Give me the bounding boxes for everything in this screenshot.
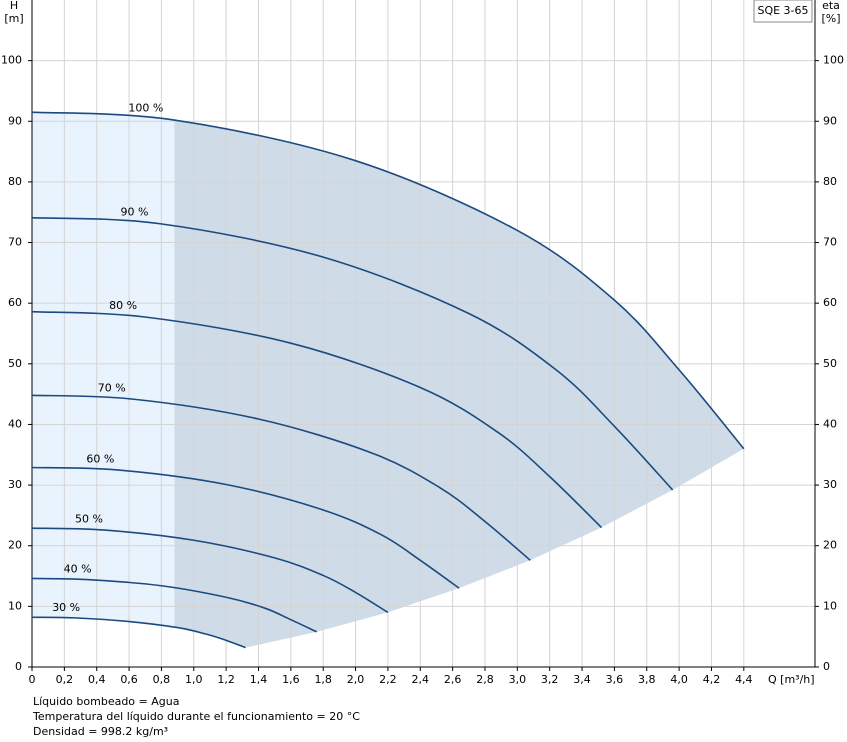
curve-label: 30 % xyxy=(52,601,80,614)
y2-tick-label: 30 xyxy=(823,478,837,491)
y-tick-label: 70 xyxy=(8,236,22,249)
text-layer: 0 0,2 0,4 0,6 0,8 1,0 1,2 1,4 1,6 1,8 2,0 2,2 2,4 2,6… xyxy=(1,54,844,686)
curve-label: 40 % xyxy=(64,562,92,575)
y-tick-label: 100 xyxy=(1,54,22,67)
note: Líquido bombeado = Agua xyxy=(33,695,179,708)
x-tick-label: 4,0 xyxy=(670,673,688,686)
pump-curve xyxy=(31,466,460,589)
legend-box xyxy=(753,0,813,23)
curve-label: 60 % xyxy=(86,452,114,465)
y-tick-label: 60 xyxy=(8,296,22,309)
x-tick-label: 0,2 xyxy=(56,673,74,686)
legend-label: SQE 3-65 xyxy=(757,4,808,17)
x-tick-label: 1,8 xyxy=(314,673,332,686)
note: Densidad = 998.2 kg/m³ xyxy=(33,725,168,738)
pump-curve xyxy=(31,216,674,491)
x-tick-label: 3,8 xyxy=(638,673,656,686)
x-tick-label: 3,2 xyxy=(541,673,559,686)
note: Temperatura del líquido durante el funci… xyxy=(32,710,360,723)
pump-curve xyxy=(31,394,531,561)
grid-layer xyxy=(28,0,819,671)
curve-label: 50 % xyxy=(75,513,103,526)
area-layer xyxy=(32,112,744,648)
x-tick-label: 2,4 xyxy=(412,673,430,686)
line-layer xyxy=(31,111,745,649)
y2-axis-title: eta xyxy=(822,0,840,12)
y2-tick-label: 20 xyxy=(823,539,837,552)
curve-label: 90 % xyxy=(121,206,149,219)
y-tick-label: 30 xyxy=(8,478,22,491)
y-tick-label: 10 xyxy=(8,599,22,612)
curve-label: 100 % xyxy=(128,101,163,114)
y-tick-label: 50 xyxy=(8,357,22,370)
x-tick-label: 0 xyxy=(29,673,36,686)
y2-axis-unit: [%] xyxy=(821,12,840,25)
y2-tick-label: 90 xyxy=(823,114,837,127)
x-tick-label: 2,6 xyxy=(444,673,462,686)
y-tick-label: 80 xyxy=(8,175,22,188)
pump-curve xyxy=(31,577,318,633)
x-tick-label: 2,8 xyxy=(476,673,494,686)
pump-curve xyxy=(31,111,745,450)
y-tick-label: 40 xyxy=(8,417,22,430)
x-tick-label: 1,6 xyxy=(282,673,300,686)
y2-tick-label: 80 xyxy=(823,175,837,188)
x-tick-label: 1,4 xyxy=(250,673,268,686)
pump-curve xyxy=(31,527,389,614)
y-axis-title: H xyxy=(10,0,18,12)
x-tick-label: 1,2 xyxy=(217,673,235,686)
y-axis-unit: [m] xyxy=(4,12,23,25)
x-tick-label: 4,2 xyxy=(703,673,721,686)
y2-tick-label: 70 xyxy=(823,236,837,249)
x-tick-label: 0,8 xyxy=(153,673,171,686)
x-tick-label: 2,0 xyxy=(347,673,365,686)
x-tick-label: 0,6 xyxy=(120,673,138,686)
y2-tick-label: 60 xyxy=(823,296,837,309)
y2-tick-label: 40 xyxy=(823,417,837,430)
x-tick-label: 0,4 xyxy=(88,673,106,686)
x-tick-label: 3,4 xyxy=(573,673,591,686)
dark-area xyxy=(174,120,744,648)
x-tick-label: 4,4 xyxy=(735,673,753,686)
pump-curve xyxy=(31,310,603,529)
y-tick-label: 20 xyxy=(8,539,22,552)
y-tick-label: 90 xyxy=(8,114,22,127)
x-tick-label: 1,0 xyxy=(185,673,203,686)
pump-curve xyxy=(31,616,246,649)
y2-tick-label: 10 xyxy=(823,599,837,612)
light-area xyxy=(32,112,175,628)
x-axis-title: Q [m³/h] xyxy=(768,673,815,686)
curve-label: 70 % xyxy=(98,381,126,394)
y2-tick-label: 0 xyxy=(823,660,830,673)
curve-label: 80 % xyxy=(109,299,137,312)
y-tick-label: 0 xyxy=(15,660,22,673)
x-tick-label: 3,6 xyxy=(606,673,624,686)
y2-tick-label: 50 xyxy=(823,357,837,370)
x-tick-label: 2,2 xyxy=(379,673,397,686)
x-tick-label: 3,0 xyxy=(509,673,527,686)
y2-tick-label: 100 xyxy=(823,54,844,67)
